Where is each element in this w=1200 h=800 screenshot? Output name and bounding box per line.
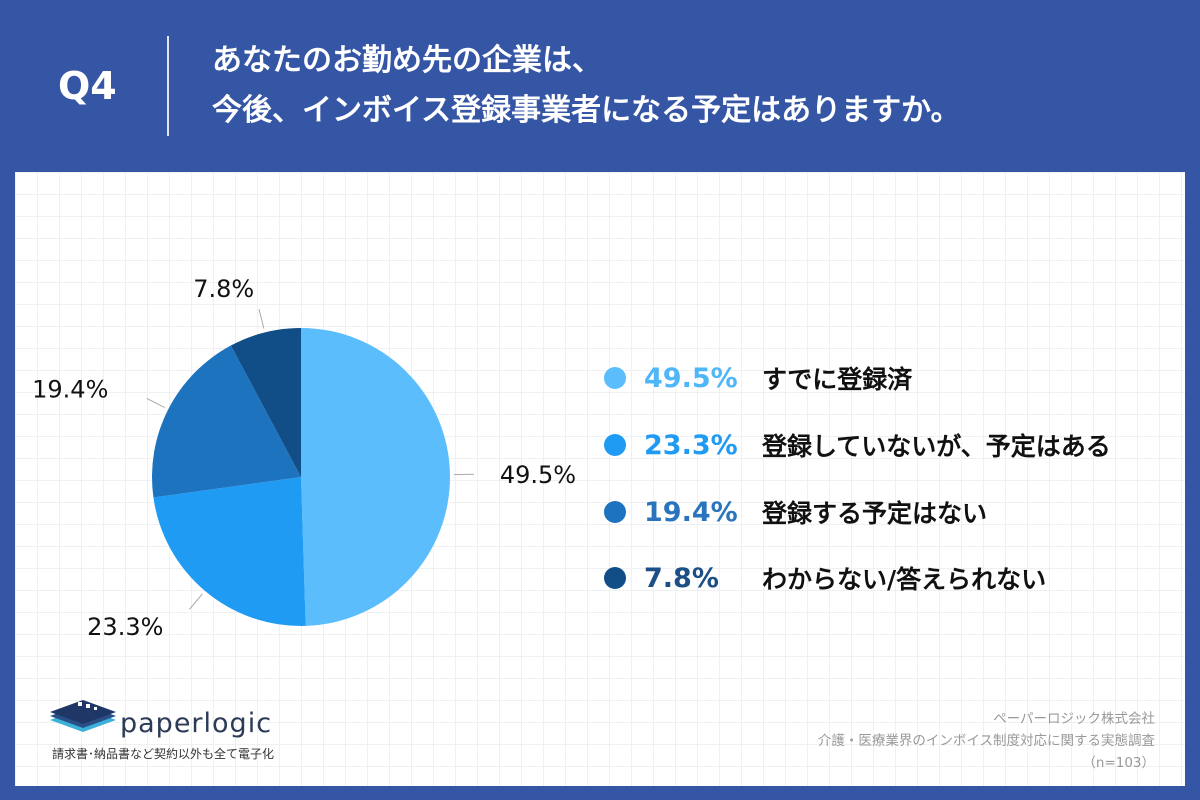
legend-pct-planned: 23.3% xyxy=(644,429,738,461)
legend-item-unknown: 7.8% わからない/答えられない xyxy=(604,558,1046,598)
legend-pct-no-plan: 19.4% xyxy=(644,496,738,528)
source-sample: （n=103） xyxy=(1082,755,1155,771)
logo-tagline: 請求書･納品書など契約以外も全て電子化 xyxy=(52,747,275,761)
header: Q4 あなたのお勤め先の企業は、 今後、インボイス登録事業者になる予定はあります… xyxy=(0,0,1200,170)
source-survey: 介護・医療業界のインボイス制度対応に関する実態調査 xyxy=(817,733,1155,749)
question-title-line-2: 今後、インボイス登録事業者になる予定はありますか。 xyxy=(212,93,961,128)
legend-label-no-plan: 登録する予定はない xyxy=(762,499,988,528)
pie-slice-no-plan xyxy=(151,345,301,498)
legend-item-planned: 23.3% 登録していないが、予定はある xyxy=(604,425,1111,465)
legend-dot-unknown xyxy=(604,567,626,589)
legend-label-unknown: わからない/答えられない xyxy=(762,565,1047,594)
legend-label-registered: すでに登録済 xyxy=(762,365,913,394)
leader-line-unknown xyxy=(258,309,265,329)
data-label-planned: 23.3% xyxy=(87,613,163,641)
legend-dot-no-plan xyxy=(604,501,626,523)
legend-pct-registered: 49.5% xyxy=(644,362,738,394)
question-title-line-1: あなたのお勤め先の企業は、 xyxy=(212,43,602,78)
source-note: ペーパーロジック株式会社 介護・医療業界のインボイス制度対応に関する実態調査 （… xyxy=(818,708,1155,774)
pie-slice-planned xyxy=(153,477,306,626)
legend-pct-unknown: 7.8% xyxy=(644,562,719,594)
data-label-registered: 49.5% xyxy=(500,461,576,489)
leader-line-no-plan xyxy=(146,398,165,408)
legend-item-no-plan: 19.4% 登録する予定はない xyxy=(604,492,987,532)
data-label-unknown: 7.8% xyxy=(193,275,254,303)
pie-slice-registered xyxy=(301,328,450,626)
question-title: あなたのお勤め先の企業は、 今後、インボイス登録事業者になる予定はありますか。 xyxy=(212,36,1172,136)
source-company: ペーパーロジック株式会社 xyxy=(993,711,1155,727)
question-label: Q4 xyxy=(58,64,117,108)
leader-line-planned xyxy=(189,593,203,610)
data-label-no-plan: 19.4% xyxy=(32,375,108,403)
pie-slice-unknown xyxy=(230,328,301,477)
header-divider xyxy=(167,36,169,136)
logo-name: paperlogic xyxy=(120,708,273,739)
legend-dot-planned xyxy=(604,434,626,456)
legend-label-planned: 登録していないが、予定はある xyxy=(762,432,1111,461)
paperlogic-logo-icon xyxy=(50,700,116,732)
legend-item-registered: 49.5% すでに登録済 xyxy=(604,358,912,398)
legend-dot-registered xyxy=(604,367,626,389)
